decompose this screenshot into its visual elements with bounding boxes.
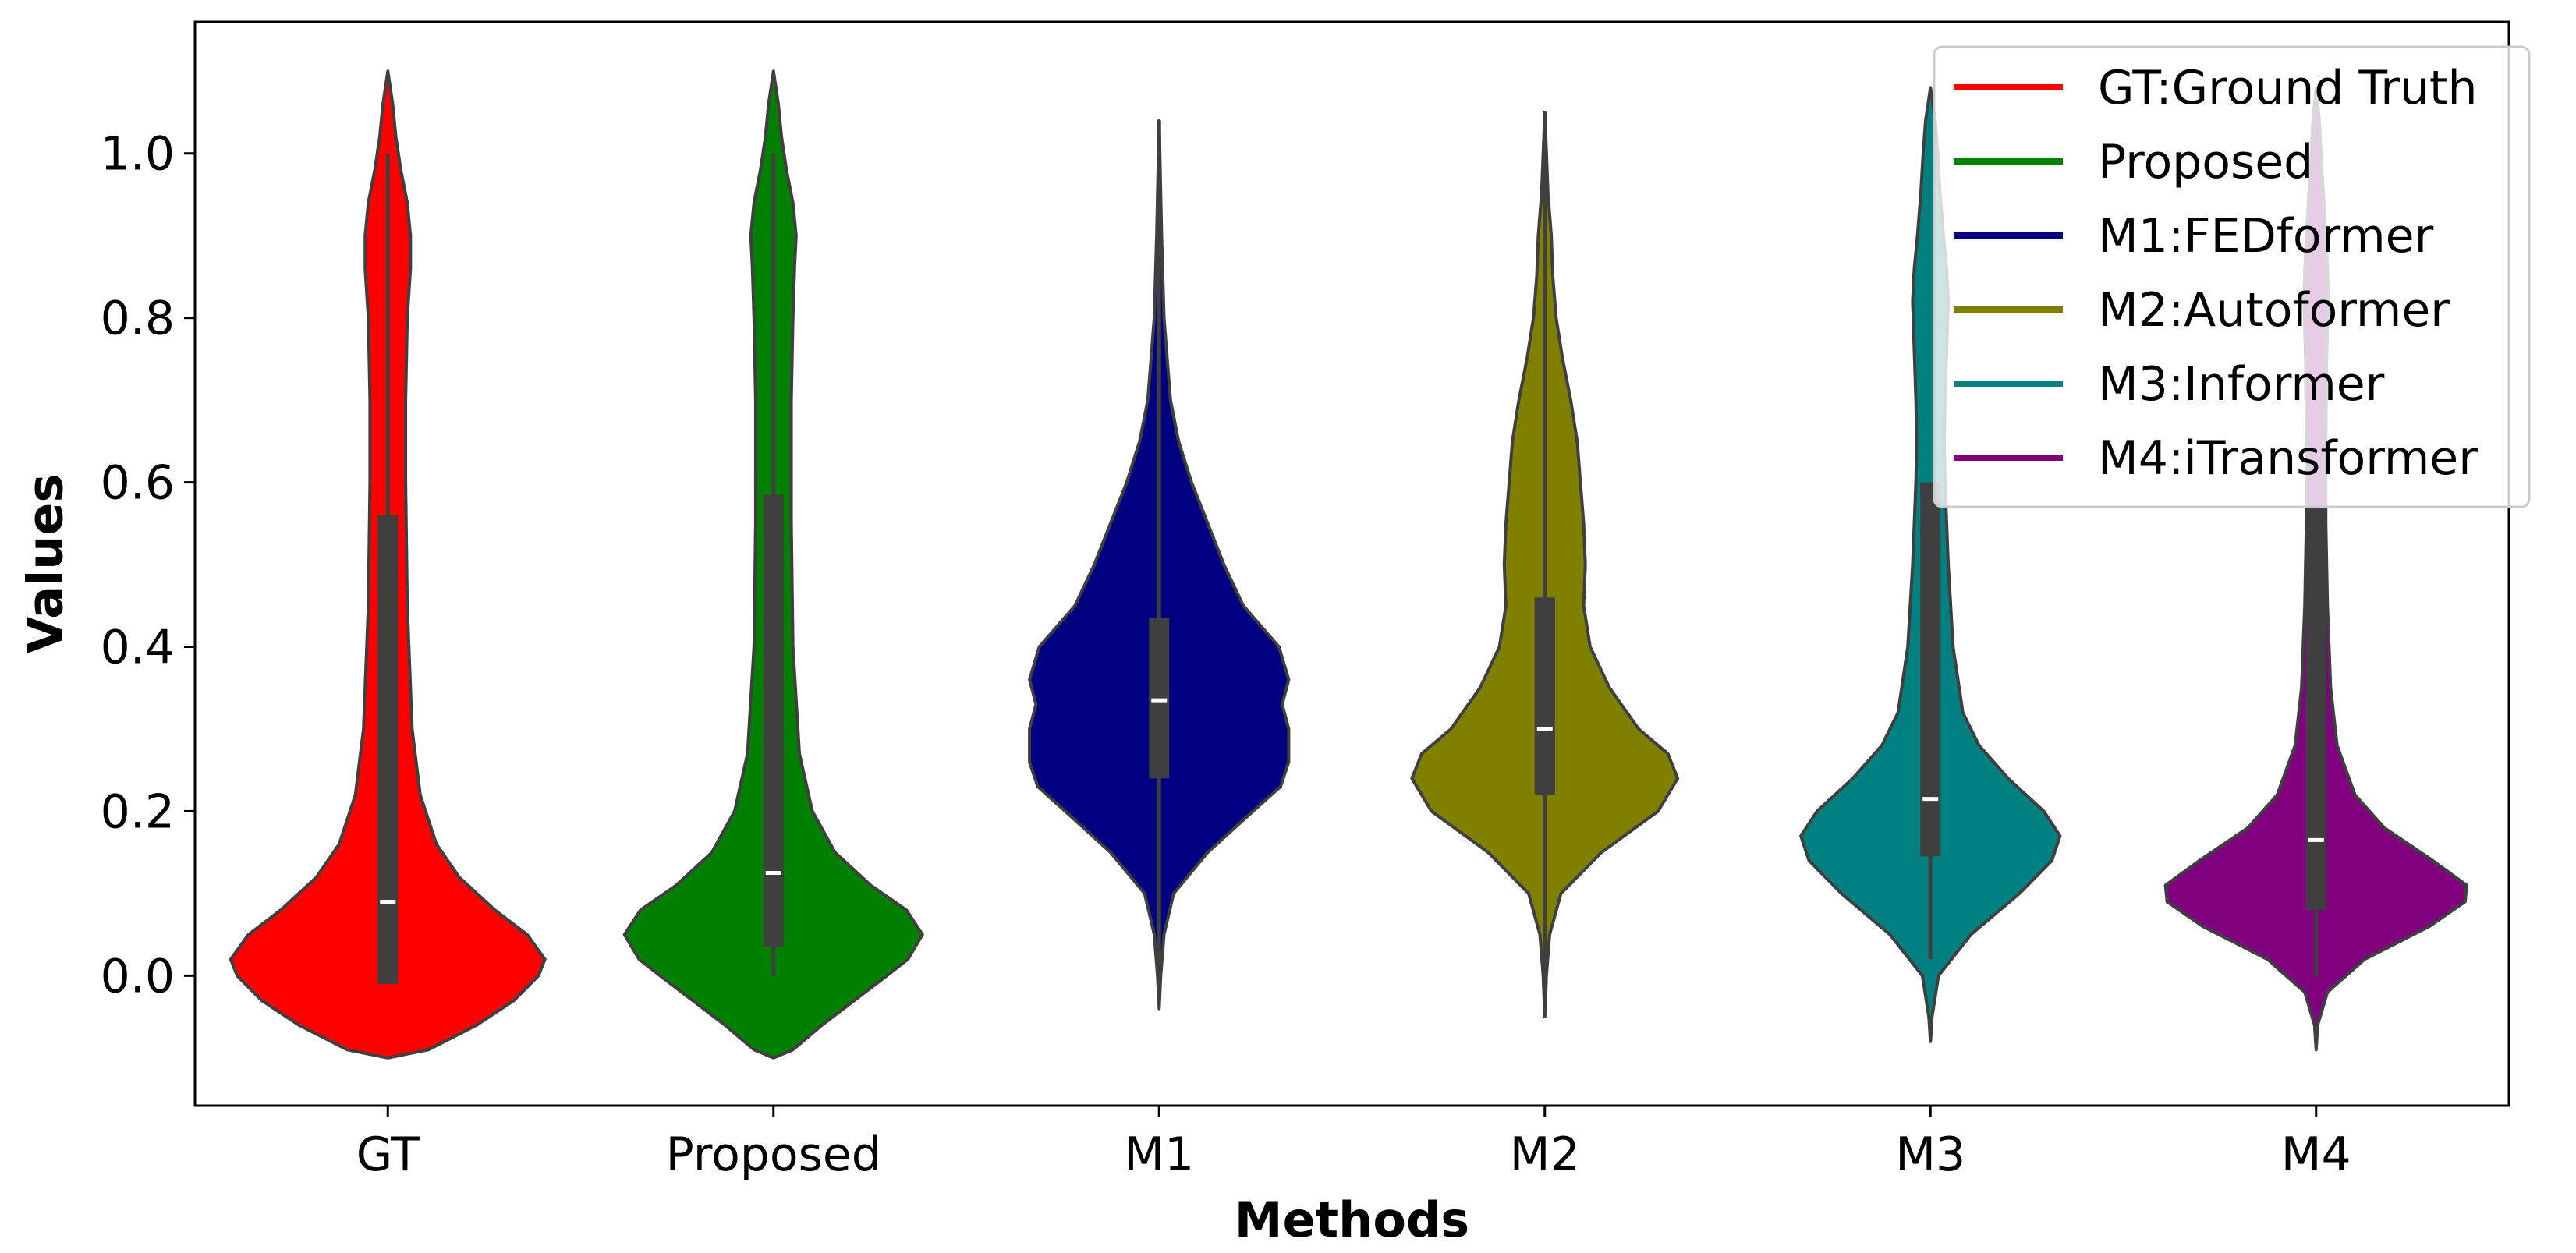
- iqr-box-m2: [1534, 597, 1555, 795]
- plot-frame: [193, 20, 2510, 1107]
- x-tick-label: M4: [2281, 1127, 2351, 1182]
- legend-frame: [1933, 45, 2531, 508]
- iqr-box-m3: [1920, 482, 1941, 857]
- x-tick-label: M3: [1895, 1127, 1965, 1182]
- y-axis-label: Values: [17, 474, 74, 654]
- legend-label: GT:Ground Truth: [2098, 61, 2477, 115]
- iqr-box-m4: [2305, 507, 2326, 910]
- iqr-box-proposed: [763, 494, 784, 947]
- legend-label: M3:Informer: [2098, 357, 2385, 412]
- x-axis-label: Methods: [1235, 1191, 1469, 1248]
- legend-label: M2:Autoformer: [2098, 283, 2450, 338]
- y-tick-label: 0.8: [101, 292, 175, 346]
- y-tick-label: 1.0: [101, 127, 175, 182]
- y-tick-label: 0.2: [101, 784, 175, 839]
- x-tick-label: Proposed: [666, 1127, 881, 1182]
- legend-label: Proposed: [2098, 135, 2313, 189]
- y-axis: 0.0 0.2 0.4 0.6 0.8 1.0: [101, 127, 195, 1003]
- y-tick-label: 0.6: [101, 456, 175, 511]
- x-tick-label: M2: [1510, 1127, 1580, 1182]
- y-tick-label: 0.4: [101, 621, 175, 675]
- legend-label: M1:FEDformer: [2098, 209, 2434, 264]
- iqr-box-gt: [377, 515, 399, 984]
- x-tick-label: GT: [356, 1127, 420, 1182]
- y-tick-label: 0.0: [101, 949, 175, 1003]
- x-tick-label: M1: [1124, 1127, 1194, 1182]
- x-axis: GT Proposed M1 M2 M3 M4: [356, 1106, 2351, 1182]
- inner-box-layer: [377, 112, 2326, 984]
- legend: GT:Ground Truth Proposed M1:FEDformer M2:Au…: [1933, 45, 2531, 508]
- iqr-box-m1: [1149, 618, 1170, 779]
- legend-label: M4:iTransformer: [2098, 431, 2478, 486]
